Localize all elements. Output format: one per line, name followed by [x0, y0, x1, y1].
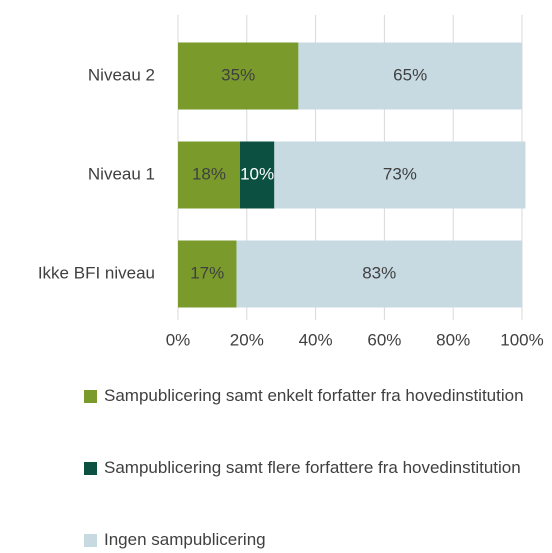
legend-item: Sampublicering samt enkelt forfatter fra… — [84, 383, 524, 409]
bar-segment — [178, 240, 237, 308]
bar-segment — [298, 42, 522, 110]
data-label: 10% — [240, 164, 274, 183]
y-tick-label: Ikke BFI niveau — [38, 263, 155, 282]
data-label: 18% — [192, 164, 226, 183]
x-tick-label: 20% — [230, 330, 264, 349]
legend-swatch — [84, 462, 97, 475]
bar-segment — [239, 141, 275, 209]
legend-label: Sampublicering samt flere forfattere fra… — [104, 458, 521, 477]
x-tick-label: 0% — [166, 330, 191, 349]
y-tick-label: Niveau 1 — [88, 164, 155, 183]
legend-item: Sampublicering samt flere forfattere fra… — [84, 455, 524, 481]
x-tick-label: 80% — [436, 330, 470, 349]
legend-item: Ingen sampublicering — [84, 527, 524, 553]
bar-segment — [236, 240, 523, 308]
bar-segment — [178, 42, 299, 110]
data-label: 35% — [221, 65, 255, 84]
y-tick-label: Niveau 2 — [88, 65, 155, 84]
legend-label: Ingen sampublicering — [104, 530, 266, 549]
data-label: 73% — [383, 164, 417, 183]
data-label: 83% — [362, 263, 396, 282]
plot: 0% 20% 40% 60% 80% 100% Niveau 2 35% 65% Niveau 1… — [38, 15, 544, 349]
legend-swatch — [84, 534, 97, 547]
legend-swatch — [84, 390, 97, 403]
data-label: 17% — [190, 263, 224, 282]
x-tick-label: 100% — [500, 330, 543, 349]
x-tick-label: 40% — [299, 330, 333, 349]
data-label: 65% — [393, 65, 427, 84]
legend-label: Sampublicering samt enkelt forfatter fra… — [104, 386, 524, 405]
bar-segment — [274, 141, 526, 209]
bar-segment — [178, 141, 240, 209]
x-tick-label: 60% — [367, 330, 401, 349]
